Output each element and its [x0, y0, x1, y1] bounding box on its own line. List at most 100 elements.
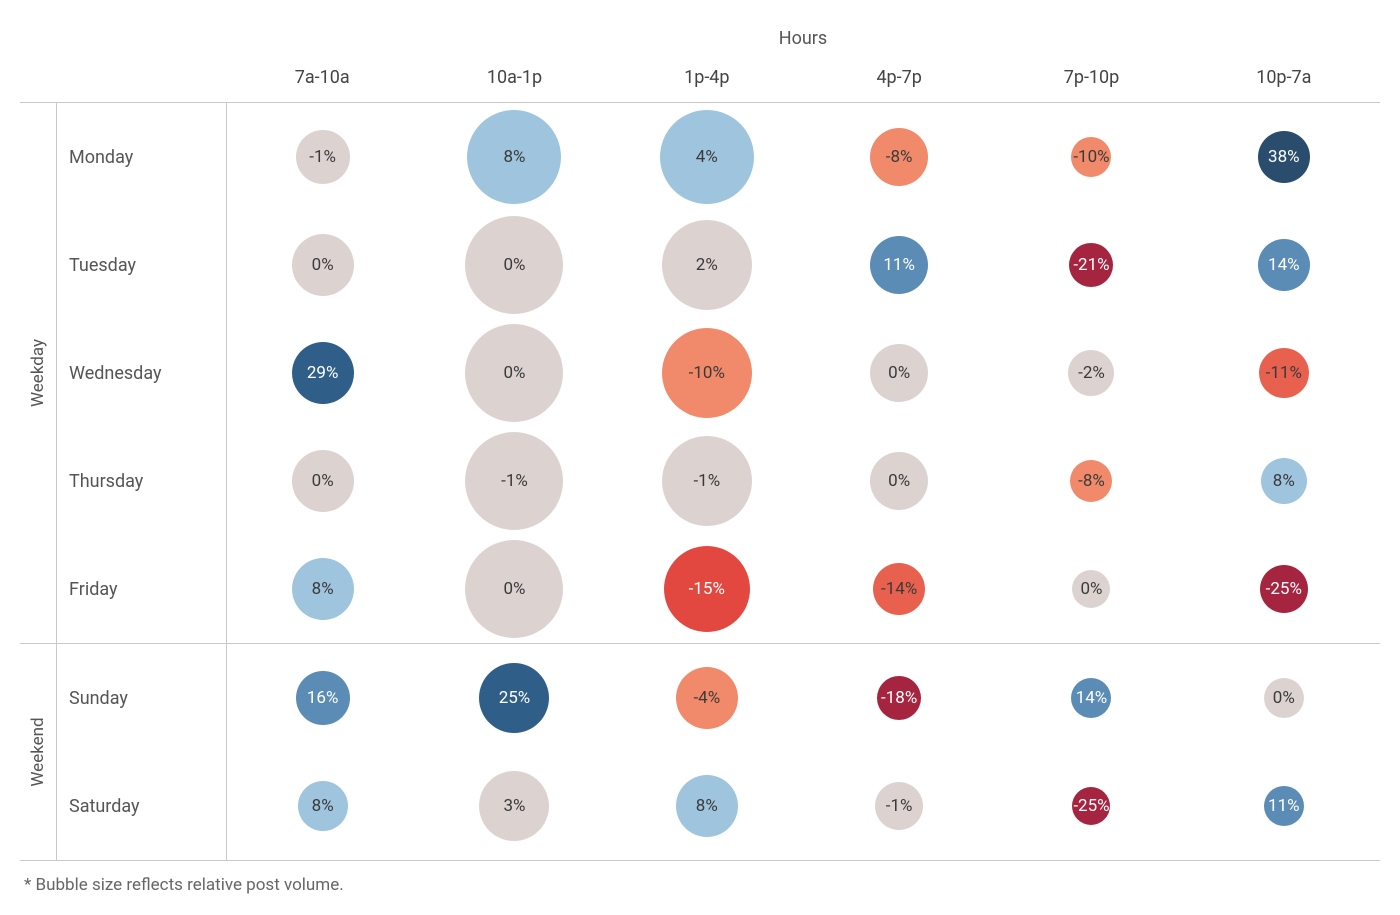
bubble-value: 3% — [503, 796, 525, 816]
bubble-value: 25% — [499, 688, 531, 708]
bubble: 0% — [870, 452, 928, 510]
bubble-cell: -15% — [611, 535, 803, 643]
bubble-value: -8% — [1078, 471, 1105, 491]
bubble-value: 2% — [696, 255, 718, 275]
bubble-cell: -10% — [611, 319, 803, 427]
bubble: -25% — [1072, 787, 1110, 825]
group-label: Weekday — [20, 103, 56, 643]
bubble: 4% — [660, 110, 754, 204]
bubble-cell: 0% — [418, 535, 610, 643]
bubble-cell: 11% — [803, 211, 995, 319]
bubble: -25% — [1260, 565, 1308, 613]
blank — [20, 20, 226, 63]
bubble-value: 0% — [1273, 688, 1295, 708]
bubble: 25% — [479, 663, 549, 733]
bubble-value: 8% — [312, 579, 334, 599]
bubble-value: -25% — [1073, 796, 1109, 816]
bubble-cell: -4% — [611, 644, 803, 752]
bubble-cell: 14% — [1188, 211, 1380, 319]
bubble-value: -14% — [881, 579, 917, 599]
bubble: -1% — [662, 436, 752, 526]
bubble-cell: -25% — [1188, 535, 1380, 643]
bubble-cell: 2% — [611, 211, 803, 319]
bubble-value: 8% — [696, 796, 718, 816]
bubble-cell: 4% — [611, 103, 803, 211]
bubble-value: 0% — [888, 363, 910, 383]
group-label: Weekend — [20, 644, 56, 860]
bubble-value: -1% — [501, 471, 528, 491]
bubble: -8% — [1070, 460, 1112, 502]
row-label: Thursday — [56, 427, 226, 535]
divider — [20, 860, 1380, 861]
chart-footnote: * Bubble size reflects relative post vol… — [20, 861, 1380, 895]
row-label: Sunday — [56, 644, 226, 752]
bubble: -10% — [662, 328, 752, 418]
bubble-cell: 8% — [226, 535, 418, 643]
bubble-value: -1% — [309, 147, 336, 167]
column-header: 7p-10p — [995, 63, 1187, 103]
bubble-cell: 0% — [418, 211, 610, 319]
bubble-cell: -11% — [1188, 319, 1380, 427]
bubble: 29% — [292, 342, 354, 404]
bubble: -18% — [877, 676, 921, 720]
bubble-cell: 8% — [418, 103, 610, 211]
bubble-matrix-chart: Hours7a-10a10a-1p1p-4p4p-7p7p-10p10p-7aW… — [20, 20, 1380, 895]
bubble: 8% — [1261, 458, 1307, 504]
row-label: Tuesday — [56, 211, 226, 319]
row-label: Friday — [56, 535, 226, 643]
bubble-cell: 0% — [226, 427, 418, 535]
bubble: -2% — [1068, 350, 1114, 396]
bubble-value: 8% — [312, 796, 334, 816]
bubble: 0% — [465, 540, 563, 638]
bubble: 8% — [676, 775, 738, 837]
bubble: -21% — [1069, 243, 1113, 287]
bubble: 14% — [1258, 239, 1310, 291]
bubble-value: 4% — [696, 147, 718, 167]
bubble-value: -25% — [1266, 579, 1302, 599]
bubble-value: 0% — [1080, 579, 1102, 599]
blank — [56, 63, 226, 103]
bubble: 11% — [1264, 786, 1304, 826]
bubble: 0% — [465, 324, 563, 422]
bubble: 2% — [662, 220, 752, 310]
bubble-cell: 8% — [226, 752, 418, 860]
bubble-cell: 38% — [1188, 103, 1380, 211]
bubble: 3% — [479, 771, 549, 841]
bubble-cell: -1% — [803, 752, 995, 860]
bubble-cell: -25% — [995, 752, 1187, 860]
bubble-value: 11% — [883, 255, 915, 275]
bubble-cell: 0% — [226, 211, 418, 319]
bubble-cell: 0% — [418, 319, 610, 427]
bubble-value: 38% — [1268, 147, 1300, 167]
bubble-value: -8% — [886, 147, 913, 167]
bubble: 38% — [1258, 131, 1310, 183]
bubble: -11% — [1259, 348, 1309, 398]
bubble-value: -10% — [1073, 147, 1109, 167]
column-header: 10a-1p — [418, 63, 610, 103]
bubble-value: -1% — [886, 796, 913, 816]
bubble-value: -4% — [693, 688, 720, 708]
bubble: -14% — [873, 563, 925, 615]
bubble: 11% — [870, 236, 928, 294]
bubble: 14% — [1071, 678, 1111, 718]
bubble-value: 8% — [1273, 471, 1295, 491]
bubble-value: 0% — [503, 363, 525, 383]
bubble-cell: -8% — [803, 103, 995, 211]
bubble: -1% — [296, 130, 350, 184]
bubble-value: -2% — [1078, 363, 1105, 383]
bubble-value: 0% — [503, 255, 525, 275]
bubble-value: 29% — [307, 363, 339, 383]
bubble: 8% — [467, 110, 561, 204]
bubble-value: -1% — [693, 471, 720, 491]
bubble-value: -15% — [689, 579, 725, 599]
bubble: 0% — [292, 234, 354, 296]
bubble-cell: -21% — [995, 211, 1187, 319]
bubble-cell: 0% — [803, 427, 995, 535]
bubble: -4% — [676, 667, 738, 729]
column-header: 7a-10a — [226, 63, 418, 103]
bubble: -1% — [875, 782, 923, 830]
bubble-cell: 8% — [611, 752, 803, 860]
bubble-value: -21% — [1073, 255, 1109, 275]
bubble: 8% — [298, 781, 348, 831]
bubble-value: 0% — [312, 255, 334, 275]
